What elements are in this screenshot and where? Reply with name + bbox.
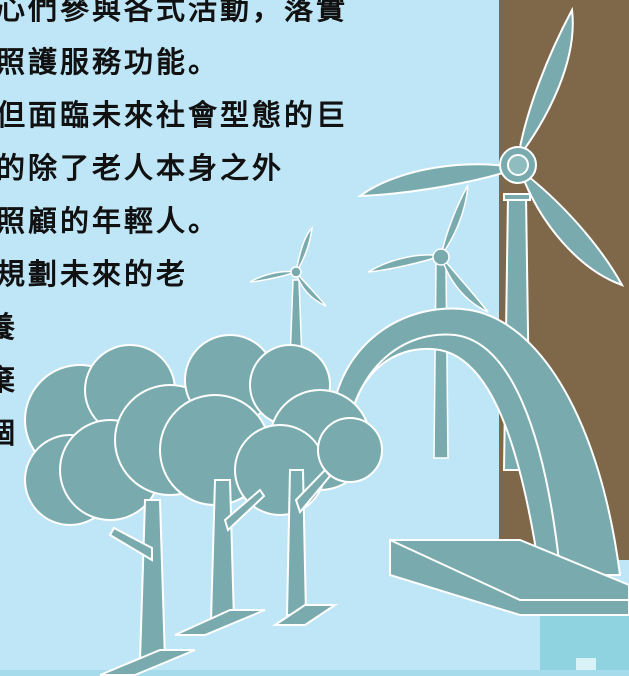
- text-line: 照顧的年輕人。: [0, 204, 221, 238]
- trees: [24, 334, 383, 676]
- text-line: 養: [0, 310, 19, 344]
- body-text: 心們參與各式活動，落實 照護服務功能。 但面臨未來社會型態的巨 的除了老人本身之…: [0, 0, 400, 470]
- base-platform: [389, 539, 629, 616]
- text-line: 心們參與各式活動，落實: [0, 0, 349, 26]
- text-line: 的除了老人本身之外: [0, 151, 285, 185]
- small-windmill-left: [249, 225, 327, 361]
- text-line: 規劃未來的老: [0, 257, 189, 291]
- text-line: 但面臨未來社會型態的巨: [0, 98, 349, 132]
- text-line: 個: [0, 416, 19, 450]
- curved-arch: [328, 307, 622, 576]
- text-line: 照護服務功能。: [0, 45, 221, 79]
- text-line: 棄: [0, 363, 19, 397]
- ground-line: [0, 670, 629, 676]
